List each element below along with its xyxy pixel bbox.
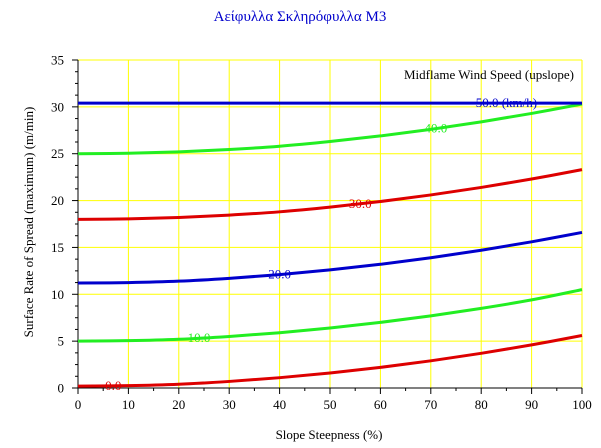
x-axis-label: Slope Steepness (%) [276, 427, 383, 442]
x-tick-label: 100 [572, 397, 592, 412]
series-line-1 [77, 288, 583, 343]
series-label-5: 50.0 (km/h) [476, 95, 537, 110]
y-tick-label: 10 [51, 287, 64, 302]
y-tick-label: 20 [51, 193, 64, 208]
series-line-4 [77, 102, 583, 156]
x-tick-label: 10 [122, 397, 135, 412]
legend-title: Midflame Wind Speed (upslope) [404, 67, 574, 82]
series-label-0: 0.0 [105, 378, 121, 393]
y-tick-label: 0 [58, 381, 65, 396]
series-line-0 [77, 334, 583, 388]
x-tick-label: 0 [75, 397, 82, 412]
series-label-2: 20.0 [268, 267, 291, 282]
chart-title: Αείφυλλα Σκληρόφυλλα M3 [214, 9, 387, 25]
series-labels: 0.0 10.0 20.0 30.0 40.0 50.0 (km/h) [105, 95, 537, 393]
y-tick-label: 25 [51, 146, 64, 161]
series-lines [77, 101, 583, 388]
y-tick-label: 15 [51, 240, 64, 255]
x-tick-label: 20 [172, 397, 185, 412]
y-tick-label: 35 [51, 53, 64, 68]
series-line-3 [77, 168, 583, 221]
x-tick-label: 40 [273, 397, 286, 412]
x-tick-label: 90 [525, 397, 538, 412]
x-tick-label: 30 [223, 397, 236, 412]
series-label-3: 30.0 [349, 196, 372, 211]
x-tick-label: 70 [424, 397, 437, 412]
x-tick-label: 80 [475, 397, 488, 412]
x-tick-label: 60 [374, 397, 387, 412]
y-tick-label: 30 [51, 99, 64, 114]
axes: 0 10 20 30 40 50 60 70 80 90 100 0 5 10 15 20 25 30 35 [51, 53, 592, 413]
series-label-4: 40.0 [424, 121, 447, 136]
y-tick-label: 5 [58, 334, 65, 349]
x-tick-label: 50 [324, 397, 337, 412]
series-label-1: 10.0 [188, 330, 211, 345]
series-line-2 [77, 230, 583, 285]
y-axis-label: Surface Rate of Spread (maximum) (m/min) [21, 107, 36, 338]
